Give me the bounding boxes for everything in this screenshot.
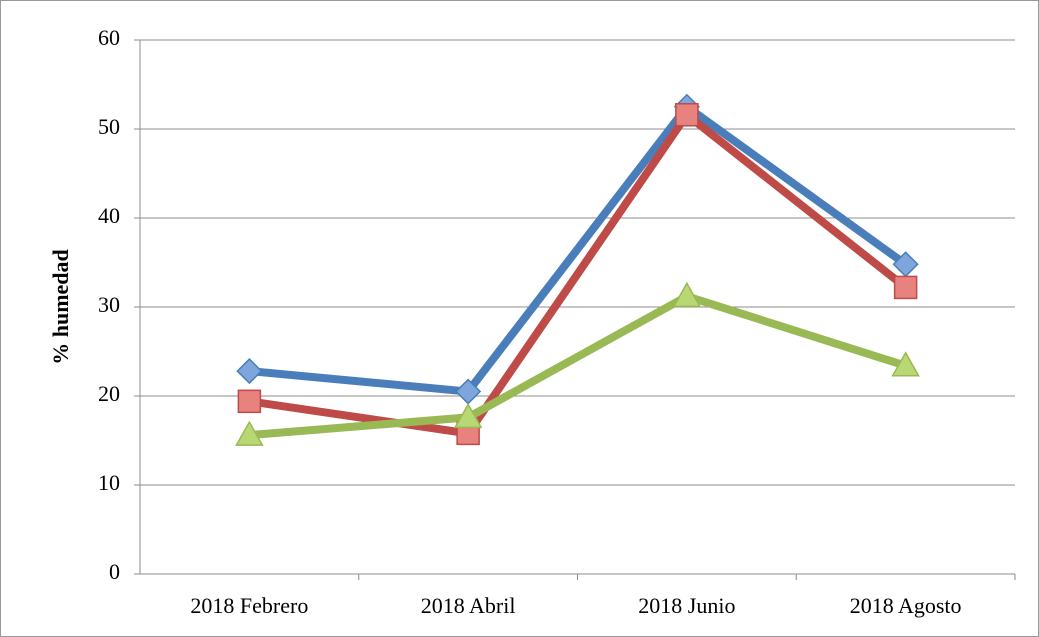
x-tick-label: 2018 Abril: [421, 593, 516, 618]
series-line: [248, 110, 909, 438]
marker: [237, 389, 262, 414]
marker: [453, 402, 483, 429]
marker: [236, 358, 263, 385]
y-axis-label: % humedad: [48, 249, 73, 365]
marker: [672, 281, 702, 308]
x-tick-label: 2018 Febrero: [190, 593, 308, 618]
x-tick-label: 2018 Junio: [638, 593, 735, 618]
y-tick-label: 30: [98, 292, 120, 317]
marker: [235, 420, 264, 446]
y-tick-label: 40: [98, 203, 120, 228]
marker: [675, 103, 699, 127]
y-tick-label: 0: [109, 559, 120, 584]
y-tick-label: 60: [98, 25, 120, 50]
series-line: [249, 102, 908, 396]
y-tick-label: 20: [98, 381, 120, 406]
marker: [891, 351, 920, 377]
y-tick-label: 50: [98, 114, 120, 139]
y-tick-label: 10: [98, 470, 120, 495]
marker: [893, 275, 918, 300]
series-line: [249, 292, 907, 440]
x-tick-label: 2018 Agosto: [850, 593, 962, 618]
